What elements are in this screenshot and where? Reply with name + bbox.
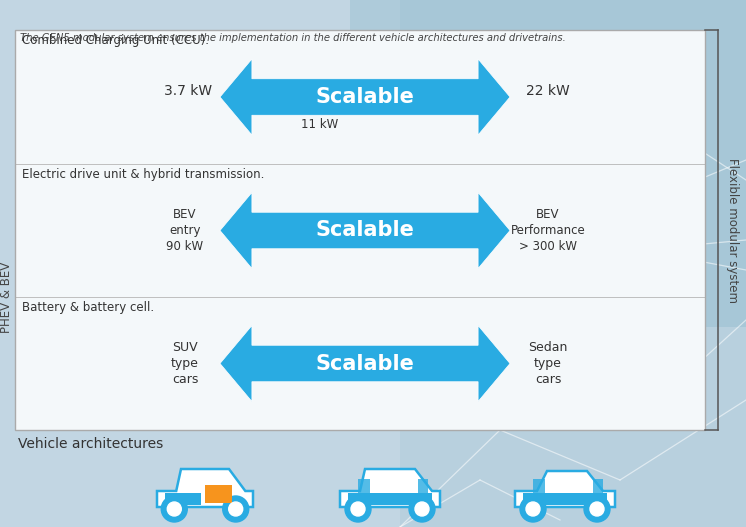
- Text: Scalable: Scalable: [316, 354, 415, 374]
- Text: Electric drive unit & hybrid transmission.: Electric drive unit & hybrid transmissio…: [22, 168, 264, 181]
- Text: 22 kW: 22 kW: [526, 84, 570, 98]
- Polygon shape: [340, 469, 440, 507]
- Bar: [15, 30, 705, 430]
- Bar: [533, 479, 545, 493]
- Text: 11 kW: 11 kW: [301, 119, 339, 132]
- Text: Battery & battery cell.: Battery & battery cell.: [22, 301, 154, 314]
- Circle shape: [229, 502, 242, 516]
- Circle shape: [223, 496, 248, 522]
- Circle shape: [590, 502, 604, 516]
- Bar: [418, 479, 428, 493]
- Text: Sedan
type
cars: Sedan type cars: [528, 341, 568, 386]
- Circle shape: [409, 496, 435, 522]
- Text: Vehicle architectures: Vehicle architectures: [18, 437, 163, 451]
- Bar: [15, 164, 705, 297]
- Polygon shape: [515, 471, 615, 507]
- Bar: [205, 485, 232, 503]
- Text: PHEV & BEV: PHEV & BEV: [1, 261, 13, 333]
- Polygon shape: [220, 192, 510, 268]
- Bar: [15, 30, 705, 164]
- Bar: [350, 0, 746, 327]
- Bar: [0, 0, 400, 527]
- Text: Scalable: Scalable: [316, 87, 415, 107]
- Text: SUV
type
cars: SUV type cars: [171, 341, 199, 386]
- Circle shape: [584, 496, 610, 522]
- Circle shape: [351, 502, 365, 516]
- Text: Flexible modular system: Flexible modular system: [726, 158, 739, 302]
- Polygon shape: [157, 469, 253, 507]
- Text: Combined Charging Unit (CCU).: Combined Charging Unit (CCU).: [22, 34, 209, 47]
- Text: BEV
Performance
> 300 kW: BEV Performance > 300 kW: [510, 208, 586, 253]
- Bar: [15, 297, 705, 430]
- Text: The GEN5 modular system ensures the implementation in the different vehicle arch: The GEN5 modular system ensures the impl…: [20, 33, 565, 43]
- Circle shape: [520, 496, 546, 522]
- Polygon shape: [220, 326, 510, 402]
- Bar: [523, 493, 607, 505]
- Bar: [593, 479, 603, 493]
- Circle shape: [167, 502, 181, 516]
- Polygon shape: [220, 59, 510, 135]
- Bar: [165, 493, 201, 505]
- Circle shape: [415, 502, 429, 516]
- Bar: [348, 493, 432, 505]
- Circle shape: [526, 502, 540, 516]
- Text: 3.7 kW: 3.7 kW: [164, 84, 212, 98]
- Circle shape: [345, 496, 371, 522]
- Text: Scalable: Scalable: [316, 220, 415, 240]
- Bar: [358, 479, 370, 493]
- Text: BEV
entry
90 kW: BEV entry 90 kW: [166, 208, 204, 253]
- Circle shape: [161, 496, 187, 522]
